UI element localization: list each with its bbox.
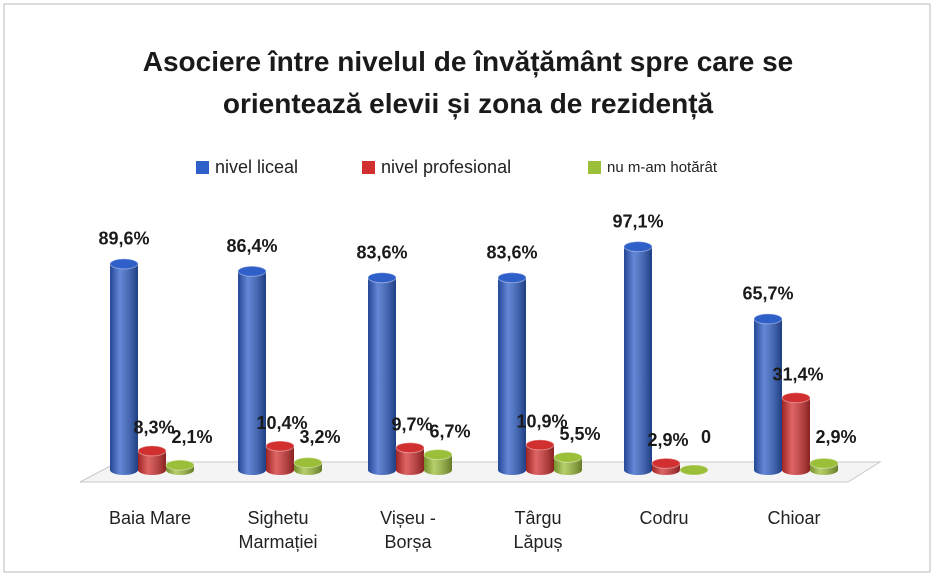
- data-label: 10,9%: [516, 412, 567, 432]
- data-label: 83,6%: [486, 242, 537, 262]
- data-label: 89,6%: [98, 229, 149, 249]
- bar-shade: [238, 266, 266, 475]
- bar-cap: [265, 440, 295, 452]
- x-tick-label: Sighetu Marmației: [238, 508, 318, 552]
- bar-shade: [624, 241, 652, 475]
- bar-cap: [781, 392, 811, 404]
- bar-shade: [754, 313, 782, 475]
- x-tick-label: Codru: [639, 508, 689, 528]
- x-tick-label: Chioar: [767, 508, 821, 528]
- x-tick-label: Baia Mare: [108, 508, 192, 528]
- bar-cap: [293, 457, 323, 469]
- legend-swatch: [196, 161, 209, 174]
- data-label: 2,1%: [171, 427, 212, 447]
- data-label: 6,7%: [429, 421, 470, 441]
- data-label: 97,1%: [612, 211, 663, 231]
- data-label: 9,7%: [391, 414, 432, 434]
- data-label: 83,6%: [356, 242, 407, 262]
- legend-label: nivel profesional: [381, 157, 511, 177]
- legend-label: nu m-am hotărât: [607, 159, 718, 176]
- bar-cap: [423, 449, 453, 461]
- bar-cap: [525, 439, 555, 451]
- legend-swatch: [362, 161, 375, 174]
- bar-cap: [553, 451, 583, 463]
- data-label: 0: [701, 427, 711, 447]
- data-label: 3,2%: [299, 427, 340, 447]
- bar-cap: [679, 464, 709, 476]
- bar-cap: [623, 241, 653, 253]
- chart-title: Asociere între nivelul de învățământ spr…: [143, 46, 794, 119]
- data-label: 86,4%: [226, 236, 277, 256]
- bar-cap: [237, 265, 267, 277]
- x-tick-label: Vișeu - Borșa: [380, 508, 436, 552]
- bar-cap: [395, 442, 425, 454]
- bar-shade: [498, 272, 526, 475]
- bar-cap: [753, 313, 783, 325]
- bar-cap: [809, 457, 839, 469]
- bar-shade: [782, 392, 810, 475]
- bar-cap: [137, 445, 167, 457]
- data-label: 8,3%: [133, 418, 174, 438]
- bar-shade: [110, 258, 138, 475]
- data-label: 2,9%: [647, 430, 688, 450]
- data-label: 31,4%: [772, 365, 823, 385]
- data-label: 5,5%: [559, 424, 600, 444]
- bar-shade: [368, 272, 396, 475]
- bar-cap: [109, 258, 139, 270]
- data-label: 10,4%: [256, 413, 307, 433]
- legend-swatch: [588, 161, 601, 174]
- legend-label: nivel liceal: [215, 157, 298, 177]
- bar-cap: [497, 272, 527, 284]
- data-label: 2,9%: [815, 427, 856, 447]
- data-label: 65,7%: [742, 284, 793, 304]
- bar-cap: [651, 457, 681, 469]
- x-tick-label: Târgu Lăpuș: [513, 508, 563, 552]
- bar-cap: [367, 272, 397, 284]
- bar-cap: [165, 459, 195, 471]
